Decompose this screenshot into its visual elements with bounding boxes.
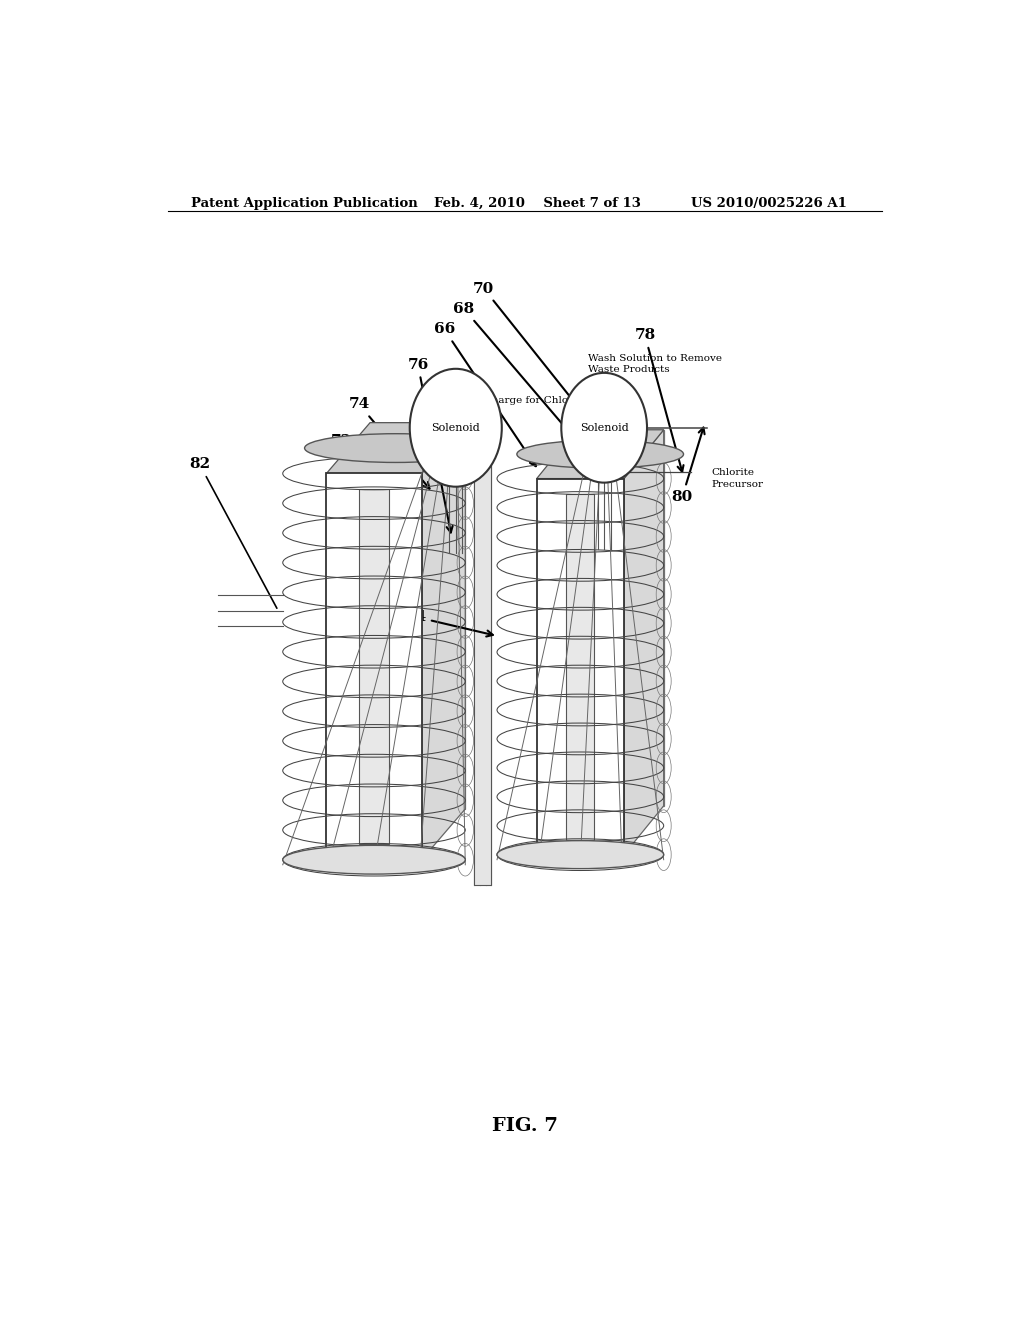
Text: 68: 68 <box>454 302 589 455</box>
Ellipse shape <box>497 841 664 869</box>
Text: 72: 72 <box>331 434 412 447</box>
Text: FIG. 7: FIG. 7 <box>492 1117 558 1135</box>
Ellipse shape <box>517 440 684 469</box>
Text: Discharge for Chlorate Dump: Discharge for Chlorate Dump <box>469 396 625 405</box>
Text: Wash Solution to Remove
Waste Products: Wash Solution to Remove Waste Products <box>588 354 722 375</box>
Text: 76: 76 <box>408 358 453 532</box>
Bar <box>594 459 623 805</box>
Circle shape <box>410 368 502 487</box>
Bar <box>577 430 664 805</box>
Circle shape <box>561 372 647 483</box>
Bar <box>537 479 624 854</box>
Polygon shape <box>422 422 465 859</box>
Text: US 2010/0025226 A1: US 2010/0025226 A1 <box>691 197 847 210</box>
Text: 66: 66 <box>433 322 536 466</box>
Text: 74: 74 <box>348 397 429 488</box>
Text: Feb. 4, 2010    Sheet 7 of 13: Feb. 4, 2010 Sheet 7 of 13 <box>433 197 640 210</box>
Ellipse shape <box>304 434 487 462</box>
Polygon shape <box>624 430 664 854</box>
Text: Solenoid: Solenoid <box>431 422 480 433</box>
Bar <box>327 474 422 859</box>
Bar <box>566 494 594 840</box>
Bar <box>389 453 420 809</box>
Ellipse shape <box>283 845 465 874</box>
Text: 84: 84 <box>404 610 493 636</box>
Text: Chlorite
Precursor: Chlorite Precursor <box>712 469 763 490</box>
Text: Solenoid: Solenoid <box>580 422 629 433</box>
Bar <box>370 422 465 809</box>
Polygon shape <box>327 422 465 474</box>
Polygon shape <box>537 430 664 479</box>
Bar <box>474 444 492 886</box>
Text: 78: 78 <box>634 329 683 471</box>
Text: Patent Application Publication: Patent Application Publication <box>191 197 418 210</box>
Text: 82: 82 <box>189 458 276 609</box>
Text: 70: 70 <box>473 281 601 436</box>
Text: 80: 80 <box>672 428 705 504</box>
Bar <box>358 488 389 845</box>
